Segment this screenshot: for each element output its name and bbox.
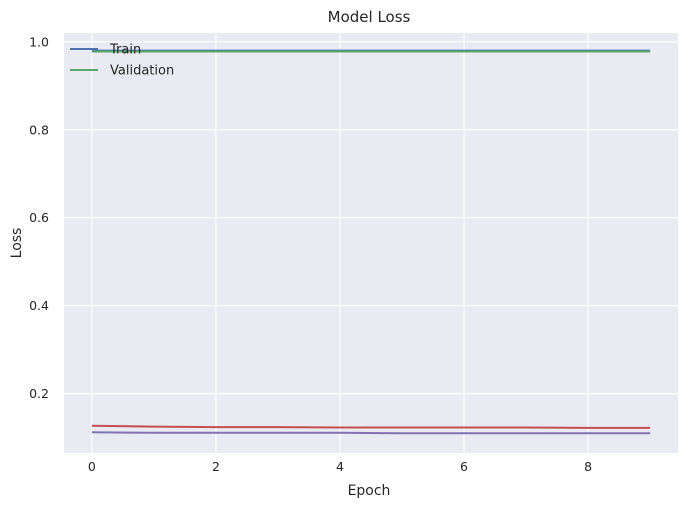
series-line-3 (91, 431, 651, 435)
x-tick-label: 0 (88, 459, 96, 474)
x-tick-label: 6 (460, 459, 468, 474)
y-tick-labels: 0.2 0.4 0.6 0.8 1.0 (29, 34, 49, 401)
legend-label-1: Validation (110, 64, 174, 79)
x-tick-labels: 0 2 4 6 8 (88, 459, 592, 474)
series-line-2 (91, 424, 651, 429)
y-tick-label: 0.8 (29, 122, 49, 137)
y-tick-label: 0.6 (29, 210, 49, 225)
y-tick-label: 0.4 (29, 298, 49, 313)
series-layer (91, 49, 651, 435)
y-tick-label: 0.2 (29, 386, 49, 401)
grid (64, 33, 678, 453)
x-tick-label: 4 (336, 459, 344, 474)
legend-label-0: Train (109, 43, 141, 58)
y-axis-label: Loss (9, 228, 25, 259)
plot-background (64, 33, 678, 453)
x-tick-label: 2 (212, 459, 220, 474)
x-axis-label: Epoch (348, 483, 391, 499)
x-tick-label: 8 (584, 459, 592, 474)
y-tick-label: 1.0 (29, 34, 49, 49)
legend: Train Validation (70, 43, 174, 79)
chart-title: Model Loss (328, 8, 411, 26)
